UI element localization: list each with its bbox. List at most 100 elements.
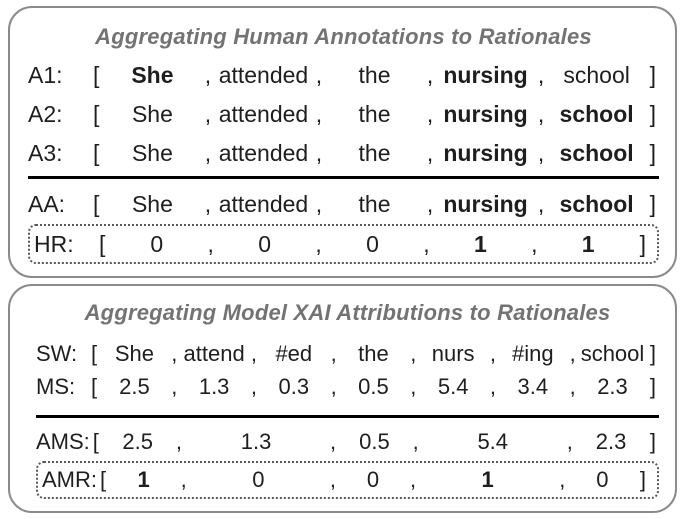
token: attended xyxy=(218,62,309,88)
separator-comma: , xyxy=(537,191,545,217)
token-cells: She, attend, #ed, the, nurs, #ing, school xyxy=(100,340,647,368)
separator-comma: , xyxy=(204,140,212,166)
separator-comma: , xyxy=(412,429,419,454)
token: 1.3 xyxy=(198,374,230,399)
separator-comma: , xyxy=(329,467,337,492)
panel-title-model: Aggregating Model XAI Attributions to Ra… xyxy=(84,300,611,325)
separator-comma: , xyxy=(531,231,538,257)
separator-comma: , xyxy=(566,429,573,454)
separator-comma: , xyxy=(204,191,212,217)
token-cells: She, attended, the, nursing, school xyxy=(102,99,646,129)
token: nursing xyxy=(443,140,528,166)
separator-comma: , xyxy=(537,140,545,166)
token: 2.5 xyxy=(119,374,150,399)
open-bracket: [ xyxy=(93,191,100,217)
token-cells: She, attended, the, nursing, school xyxy=(102,60,646,90)
separator-comma: , xyxy=(410,467,417,492)
separator-comma: , xyxy=(489,341,497,366)
token: nursing xyxy=(443,101,528,127)
row-label-a3: A3: xyxy=(28,140,63,166)
token: attended xyxy=(218,191,309,217)
separator-comma: , xyxy=(426,101,434,127)
token: 0 xyxy=(150,231,164,257)
separator-comma: , xyxy=(426,62,434,88)
token: the xyxy=(358,101,391,127)
separator-comma: , xyxy=(315,191,323,217)
token: 2.3 xyxy=(595,429,627,454)
token: 0 xyxy=(596,467,609,492)
token: 1 xyxy=(481,467,494,492)
aggregated-annotation-rows: AA:[She, attended, the, nursing, school] HR:[… xyxy=(28,189,659,264)
token-cells: 2.5, 1.3, 0.3, 0.5, 5.4, 3.4, 2.3 xyxy=(100,373,647,401)
token: nurs xyxy=(431,341,475,366)
aggregated-attribution-rows: AMS:[2.5, 1.3, 0.5, 5.4, 2.3] AMR:[1, 0, 0, 1, 0] xyxy=(36,428,659,499)
token: She xyxy=(114,341,155,366)
separator-comma: , xyxy=(410,341,417,366)
separator-comma: , xyxy=(171,341,178,366)
token: the xyxy=(358,191,391,217)
separator-comma: , xyxy=(426,140,434,166)
separator-comma: , xyxy=(171,374,178,399)
token-cells: 2.5, 1.3, 0.5, 5.4, 2.3 xyxy=(102,428,647,456)
token: nursing xyxy=(443,62,528,88)
token: 0.5 xyxy=(359,429,390,454)
row-label-sw: SW: xyxy=(36,341,78,366)
token: 1.3 xyxy=(240,429,272,454)
separator-comma: , xyxy=(315,140,323,166)
token: attend xyxy=(183,341,245,366)
token: the xyxy=(358,140,391,166)
token: 1 xyxy=(581,231,595,257)
row-label-ms: MS: xyxy=(36,374,76,399)
token: 0 xyxy=(252,467,265,492)
row-label-a1: A1: xyxy=(28,62,63,88)
token-row-a2: A2:[She, attended, the, nursing, school] xyxy=(28,99,659,129)
close-bracket: ] xyxy=(649,62,656,88)
separator-comma: , xyxy=(180,467,187,492)
separator-comma: , xyxy=(330,341,337,366)
separator-comma: , xyxy=(489,374,497,399)
token: 5.4 xyxy=(477,429,509,454)
separator-comma: , xyxy=(537,101,545,127)
open-bracket: [ xyxy=(92,429,99,454)
attribution-rows: SW:[She, attend, #ed, the, nurs, #ing, school]… xyxy=(36,340,659,401)
close-bracket: ] xyxy=(649,374,656,399)
token: 1 xyxy=(137,467,150,492)
token-row-aa: AA:[She, attended, the, nursing, school] xyxy=(28,189,659,219)
token-cells: She, attended, the, nursing, school xyxy=(102,189,646,219)
token: 0 xyxy=(366,467,380,492)
token: attended xyxy=(218,101,309,127)
separator-comma: , xyxy=(315,231,322,257)
separator-comma: , xyxy=(426,191,434,217)
token: #ed xyxy=(275,341,313,366)
separator-comma: , xyxy=(204,101,212,127)
token: 0.3 xyxy=(278,374,310,399)
token: She xyxy=(131,101,173,127)
separator-comma: , xyxy=(569,341,576,366)
close-bracket: ] xyxy=(649,191,656,217)
separator-comma: , xyxy=(250,341,258,366)
token: 1 xyxy=(473,231,487,257)
separator-comma: , xyxy=(207,231,214,257)
token: attended xyxy=(218,140,309,166)
open-bracket: [ xyxy=(100,467,107,492)
token: school xyxy=(580,341,645,366)
token-row-ams: AMS:[2.5, 1.3, 0.5, 5.4, 2.3] xyxy=(36,428,659,456)
separator-comma: , xyxy=(315,101,323,127)
separator-comma: , xyxy=(330,429,337,454)
token: 3.4 xyxy=(517,374,549,399)
token: 0 xyxy=(366,231,379,257)
token: school xyxy=(559,140,634,166)
separator-comma: , xyxy=(250,374,258,399)
row-label-a2: A2: xyxy=(28,101,63,127)
token-row-sw: SW:[She, attend, #ed, the, nurs, #ing, school] xyxy=(36,340,659,368)
token: the xyxy=(358,341,389,366)
separator-comma: , xyxy=(204,62,212,88)
open-bracket: [ xyxy=(93,140,100,166)
separator-comma: , xyxy=(315,62,323,88)
open-bracket: [ xyxy=(91,374,98,399)
token-cells: 1, 0, 0, 1, 0 xyxy=(109,466,637,494)
token: 0 xyxy=(258,231,272,257)
close-bracket: ] xyxy=(649,341,656,366)
separator-comma: , xyxy=(537,62,545,88)
separator-comma: , xyxy=(330,374,337,399)
